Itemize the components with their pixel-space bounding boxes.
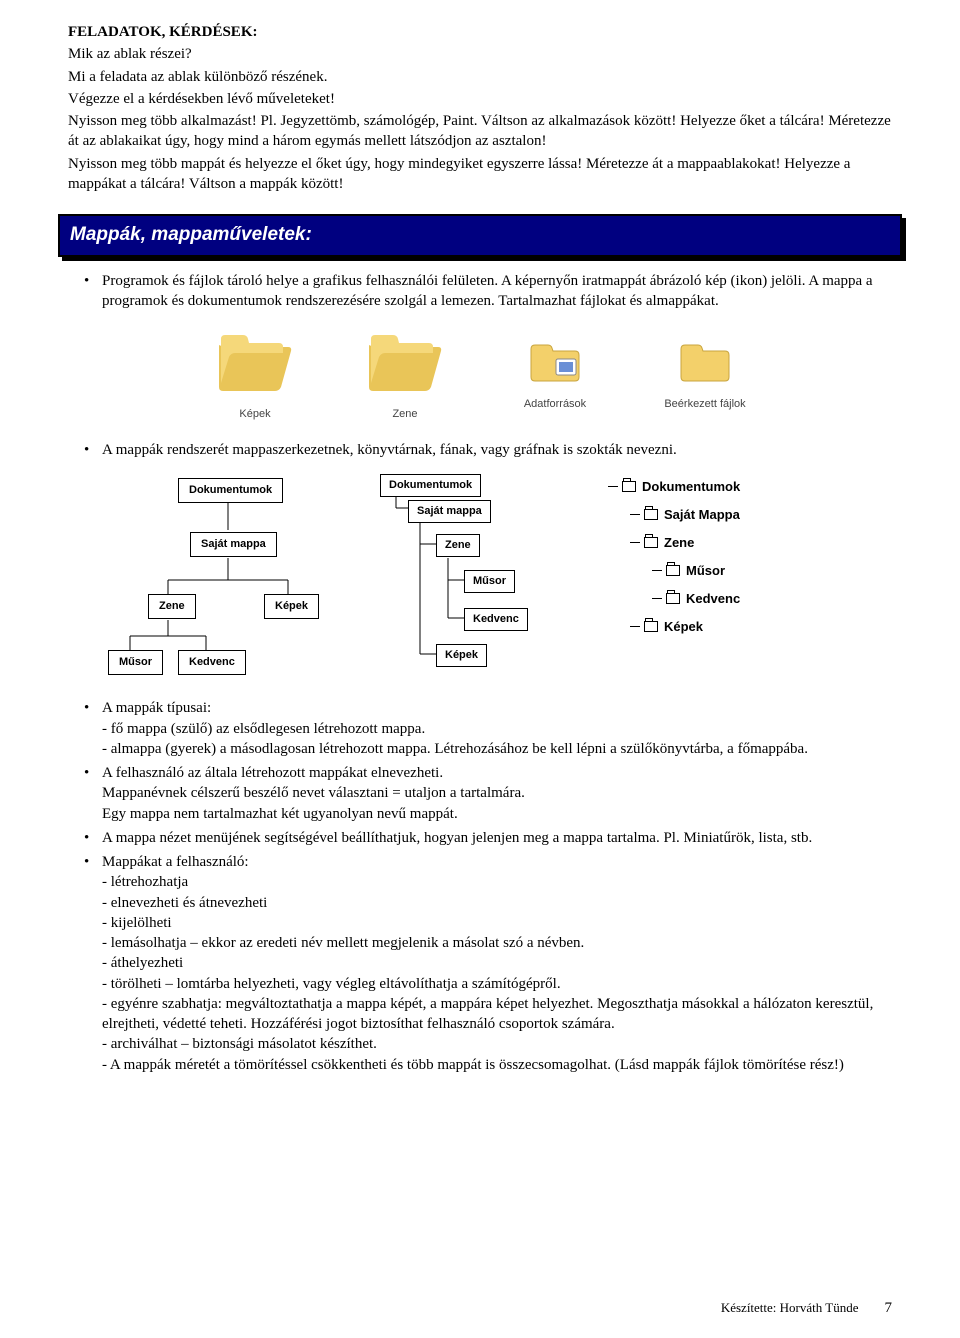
tree-node: Kedvenc xyxy=(464,608,528,631)
dash-tree-row: Műsor xyxy=(608,556,808,584)
dash-tree-row: Zene xyxy=(608,528,808,556)
section-banner: Mappák, mappaműveletek: xyxy=(58,214,902,257)
bullet-item: Mappákat a felhasználó: - létrehozhatja … xyxy=(68,852,892,1075)
sub-line: - lemásolhatja – ekkor az eredeti név me… xyxy=(102,933,892,953)
dash-tree-row: Dokumentumok xyxy=(608,472,808,500)
sub-line: - egyénre szabhatja: megváltoztathatja a… xyxy=(102,994,892,1035)
diagrams-row: Dokumentumok Saját mappa Zene Képek Műso… xyxy=(108,472,892,682)
folder-outline-icon xyxy=(666,593,680,604)
folder-open-icon xyxy=(365,325,445,395)
dash-tree-row: Saját Mappa xyxy=(608,500,808,528)
org-node: Zene xyxy=(148,594,196,619)
structure-line: A mappák rendszerét mappaszerkezetnek, k… xyxy=(68,440,892,460)
sub-line: - A mappák méretét a tömörítéssel csökke… xyxy=(102,1055,892,1075)
header-line-4: Nyisson meg több alkalmazást! Pl. Jegyze… xyxy=(68,111,892,152)
sub-line: - archiválhat – biztonsági másolatot kés… xyxy=(102,1034,892,1054)
dash-tree: Dokumentumok Saját Mappa Zene Műsor Kedv… xyxy=(608,472,808,640)
folder-icon-zene: Zene xyxy=(350,325,460,422)
sub-line: - létrehozhatja xyxy=(102,872,892,892)
page-footer: Készítette: Horváth Tünde 7 xyxy=(721,1298,892,1318)
folder-caption: Beérkezett fájlok xyxy=(650,397,760,412)
folder-outline-icon xyxy=(622,481,636,492)
folder-outline-icon xyxy=(644,621,658,632)
tree-node: Zene xyxy=(436,534,480,557)
folder-outline-icon xyxy=(666,565,680,576)
tree-node: Képek xyxy=(436,644,487,667)
folder-icon-kepek: Képek xyxy=(200,325,310,422)
folder-icon xyxy=(678,339,732,385)
sub-line: Mappanévnek célszerű beszélő nevet válas… xyxy=(102,783,892,803)
header-line-1: Mik az ablak részei? xyxy=(68,44,892,64)
org-node: Saját mappa xyxy=(190,532,277,557)
bullet-item: A felhasználó az általa létrehozott mapp… xyxy=(68,763,892,824)
dash-tree-row: Képek xyxy=(608,612,808,640)
sub-line: - kijelölheti xyxy=(102,913,892,933)
intro-bullet: Programok és fájlok tároló helye a grafi… xyxy=(68,271,892,312)
folder-outline-icon xyxy=(644,509,658,520)
folder-caption: Zene xyxy=(350,407,460,422)
folder-caption: Adatforrások xyxy=(500,397,610,412)
org-node: Kedvenc xyxy=(178,650,246,675)
org-node: Képek xyxy=(264,594,319,619)
header-line-5: Nyisson meg több mappát és helyezze el ő… xyxy=(68,154,892,195)
bullet-item: A mappa nézet menüjének segítségével beá… xyxy=(68,828,892,848)
footer-author: Készítette: Horváth Tünde xyxy=(721,1299,859,1317)
folder-icons-row: Képek Zene Adatforrások Beérkezett fájlo… xyxy=(68,325,892,422)
sub-line: - fő mappa (szülő) az elsődlegesen létre… xyxy=(102,719,892,739)
tree-node: Saját mappa xyxy=(408,500,491,523)
folder-outline-icon xyxy=(644,537,658,548)
footer-page-number: 7 xyxy=(885,1298,893,1318)
folder-icon-beerkezett: Beérkezett fájlok xyxy=(650,325,760,422)
sub-line: - áthelyezheti xyxy=(102,953,892,973)
org-node: Műsor xyxy=(108,650,163,675)
folder-icon xyxy=(528,339,582,385)
sub-line: - törölheti – lomtárba helyezheti, vagy … xyxy=(102,974,892,994)
tree-node: Dokumentumok xyxy=(380,474,481,497)
org-node: Dokumentumok xyxy=(178,478,283,503)
header-line-2: Mi a feladata az ablak különböző részéne… xyxy=(68,67,892,87)
sub-line: - elnevezheti és átnevezheti xyxy=(102,893,892,913)
indented-tree: Dokumentumok Saját mappa Zene Műsor Kedv… xyxy=(378,472,578,682)
tree-node: Műsor xyxy=(464,570,515,593)
folder-icon-adatforrasok: Adatforrások xyxy=(500,325,610,422)
header-line-3: Végezze el a kérdésekben lévő műveleteke… xyxy=(68,89,892,109)
sub-line: Egy mappa nem tartalmazhat két ugyanolya… xyxy=(102,804,892,824)
dash-tree-row: Kedvenc xyxy=(608,584,808,612)
sub-line: - almappa (gyerek) a másodlagosan létreh… xyxy=(102,739,892,759)
tasks-heading: FELADATOK, KÉRDÉSEK: xyxy=(68,22,892,42)
bullets-block-2: A mappák típusai: - fő mappa (szülő) az … xyxy=(68,698,892,1075)
folder-open-icon xyxy=(215,325,295,395)
org-chart: Dokumentumok Saját mappa Zene Képek Műso… xyxy=(108,472,348,682)
bullet-item: A mappák típusai: - fő mappa (szülő) az … xyxy=(68,698,892,759)
folder-caption: Képek xyxy=(200,407,310,422)
